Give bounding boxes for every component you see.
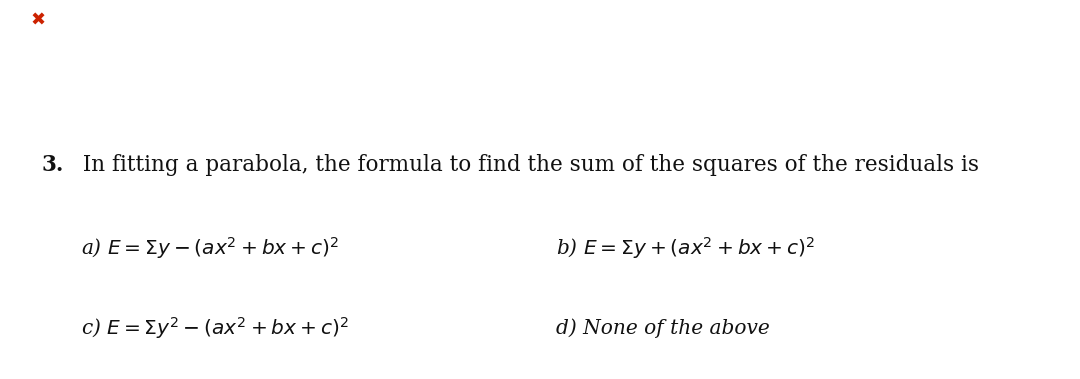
- Text: c) $E = \Sigma y^2 - (ax^2 + bx + c)^2$: c) $E = \Sigma y^2 - (ax^2 + bx + c)^2$: [81, 315, 349, 341]
- Text: ✖: ✖: [30, 11, 45, 29]
- Text: d) None of the above: d) None of the above: [556, 318, 770, 338]
- Text: a) $E = \Sigma y - (ax^2 + bx + c)^2$: a) $E = \Sigma y - (ax^2 + bx + c)^2$: [81, 235, 339, 261]
- Text: 3.: 3.: [41, 154, 64, 176]
- Text: b) $E = \Sigma y + (ax^2 + bx + c)^2$: b) $E = \Sigma y + (ax^2 + bx + c)^2$: [556, 235, 815, 261]
- Text: In fitting a parabola, the formula to find the sum of the squares of the residua: In fitting a parabola, the formula to fi…: [76, 154, 978, 176]
